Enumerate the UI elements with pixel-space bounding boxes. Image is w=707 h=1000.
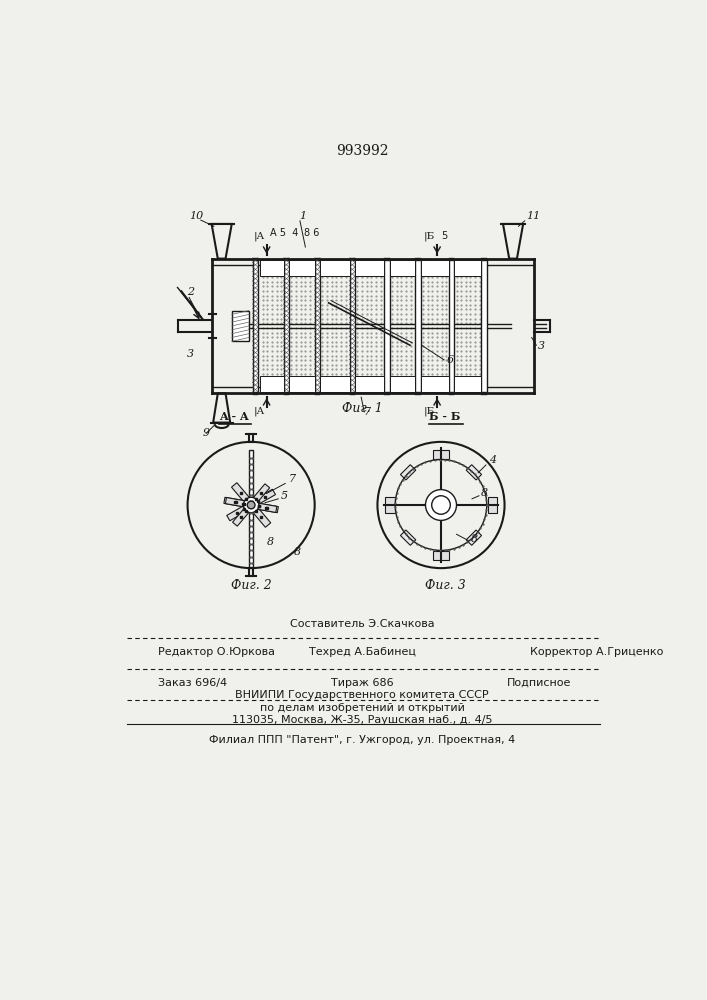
- Text: Филиал ППП "Патент", г. Ужгород, ул. Проектная, 4: Филиал ППП "Патент", г. Ужгород, ул. Про…: [209, 735, 515, 745]
- Text: 8: 8: [470, 534, 477, 544]
- Text: |Б: |Б: [423, 232, 435, 241]
- Text: по делам изобретений и открытий: по делам изобретений и открытий: [259, 703, 464, 713]
- Text: 11: 11: [526, 211, 540, 221]
- Text: 6: 6: [446, 355, 454, 365]
- Bar: [416, 260, 421, 392]
- Text: Фиг. 2: Фиг. 2: [230, 579, 271, 592]
- Text: 10: 10: [189, 211, 204, 221]
- Polygon shape: [231, 483, 271, 527]
- Polygon shape: [385, 497, 395, 513]
- Text: 993992: 993992: [336, 144, 388, 158]
- Bar: [284, 260, 289, 392]
- Polygon shape: [466, 530, 481, 545]
- Text: 4: 4: [489, 455, 496, 465]
- Text: |Б: |Б: [423, 406, 435, 416]
- Bar: [320, 376, 349, 392]
- Text: 8 6: 8 6: [304, 228, 319, 237]
- Bar: [249, 450, 253, 567]
- Text: 7: 7: [288, 474, 296, 484]
- Bar: [232, 311, 249, 341]
- Bar: [355, 260, 385, 276]
- Polygon shape: [433, 551, 449, 560]
- Bar: [260, 260, 284, 276]
- Text: 3: 3: [187, 349, 194, 359]
- Bar: [289, 376, 315, 392]
- Text: Фиг. 1: Фиг. 1: [341, 402, 382, 415]
- Text: 7: 7: [363, 407, 370, 417]
- Bar: [390, 376, 416, 392]
- Text: 8: 8: [293, 547, 301, 557]
- Text: 1: 1: [299, 211, 306, 221]
- Bar: [421, 260, 449, 276]
- Text: Редактор О.Юркова: Редактор О.Юркова: [158, 647, 275, 657]
- Text: 9: 9: [203, 428, 210, 438]
- Text: Подписное: Подписное: [507, 678, 571, 688]
- Bar: [289, 260, 315, 276]
- Text: |A: |A: [253, 232, 264, 241]
- Text: 2: 2: [187, 287, 194, 297]
- Circle shape: [432, 496, 450, 514]
- Bar: [355, 376, 385, 392]
- Polygon shape: [466, 465, 481, 480]
- Text: Корректор А.Гриценко: Корректор А.Гриценко: [530, 647, 663, 657]
- Bar: [421, 376, 449, 392]
- Circle shape: [426, 490, 457, 520]
- Bar: [481, 260, 486, 392]
- Bar: [320, 260, 349, 276]
- Polygon shape: [233, 484, 269, 526]
- Bar: [260, 376, 284, 392]
- Text: 3: 3: [538, 341, 545, 351]
- Text: Тираж 686: Тираж 686: [331, 678, 393, 688]
- Polygon shape: [226, 498, 277, 512]
- Polygon shape: [400, 465, 416, 480]
- Text: 8: 8: [267, 537, 274, 547]
- Text: Б - Б: Б - Б: [429, 411, 460, 422]
- Bar: [252, 260, 258, 392]
- Circle shape: [243, 497, 259, 513]
- Bar: [315, 260, 320, 392]
- Text: Техред А.Бабинец: Техред А.Бабинец: [308, 647, 416, 657]
- Polygon shape: [227, 489, 276, 521]
- Text: 5: 5: [441, 231, 448, 241]
- Text: Фиг. 3: Фиг. 3: [424, 579, 465, 592]
- Text: 5: 5: [281, 491, 288, 501]
- Text: Заказ 696/4: Заказ 696/4: [158, 678, 227, 688]
- Bar: [349, 260, 355, 392]
- Text: Составитель Э.Скачкова: Составитель Э.Скачкова: [290, 619, 434, 629]
- Text: |A: |A: [253, 406, 264, 416]
- Bar: [390, 260, 416, 276]
- Text: A - A: A - A: [219, 411, 249, 422]
- Bar: [385, 260, 390, 392]
- Bar: [454, 376, 481, 392]
- Polygon shape: [488, 497, 497, 513]
- Bar: [449, 260, 454, 392]
- Text: A 5  4: A 5 4: [270, 228, 298, 237]
- Polygon shape: [433, 450, 449, 459]
- Text: ВНИИПИ Государственного комитета СССР: ВНИИПИ Государственного комитета СССР: [235, 690, 489, 700]
- Text: 8: 8: [481, 488, 489, 498]
- Circle shape: [247, 501, 255, 509]
- Ellipse shape: [436, 501, 446, 509]
- Bar: [454, 260, 481, 276]
- Text: 113035, Москва, Ж-35, Раушская наб., д. 4/5: 113035, Москва, Ж-35, Раушская наб., д. …: [232, 715, 492, 725]
- Polygon shape: [400, 530, 416, 545]
- Polygon shape: [224, 497, 279, 513]
